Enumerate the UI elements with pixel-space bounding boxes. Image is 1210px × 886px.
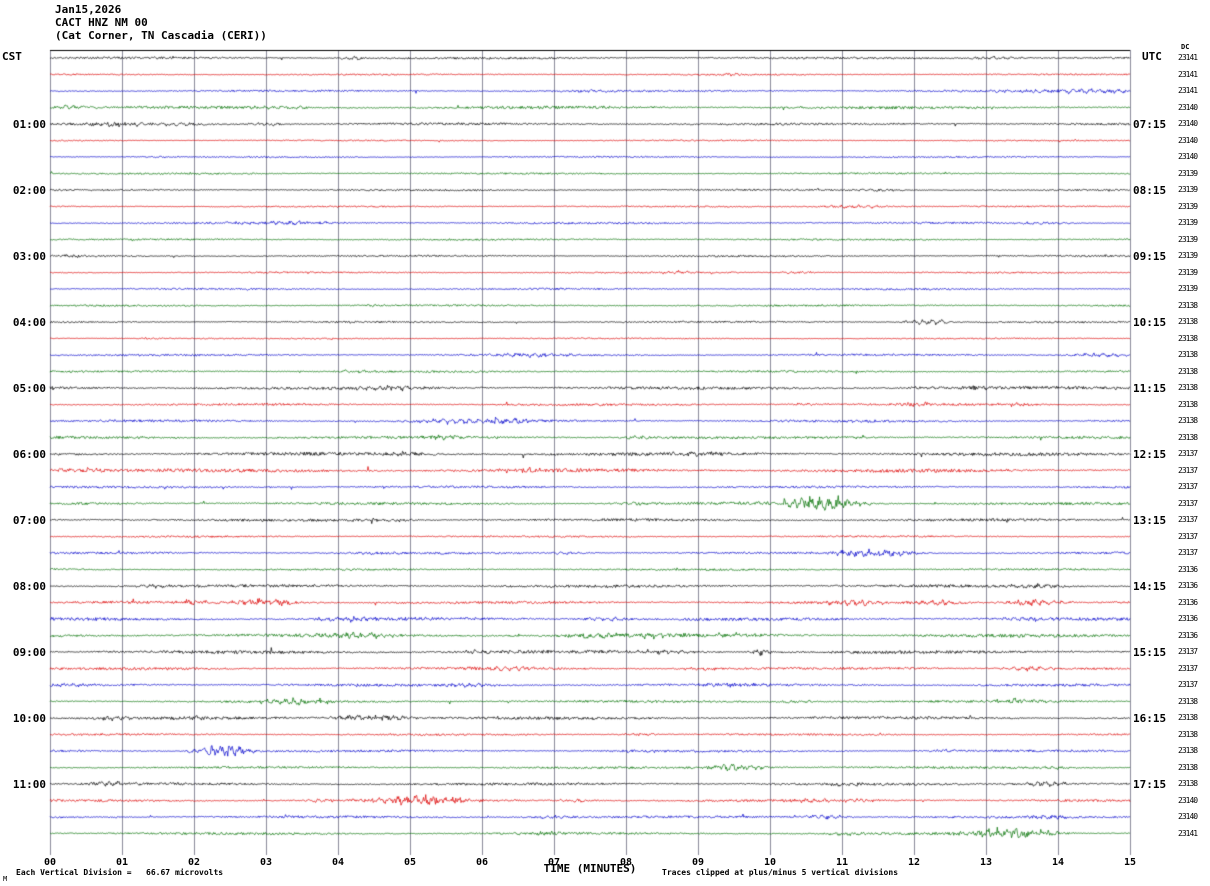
dc-offset-value: 23136 — [1178, 614, 1198, 623]
dc-offset-value: 23137 — [1178, 663, 1198, 673]
dc-offset-value: 23138 — [1178, 399, 1198, 409]
dc-offset-value: 23139 — [1178, 168, 1198, 178]
dc-offset-value: 23136 — [1178, 630, 1198, 640]
dc-offset-value: 23137 — [1178, 647, 1198, 656]
cst-hour-label: 09:00 — [12, 646, 46, 659]
x-axis-title: TIME (MINUTES) — [543, 862, 637, 875]
utc-axis-header: UTC — [1142, 50, 1162, 63]
dc-offset-value: 23141 — [1178, 86, 1198, 95]
dc-offset-value: 23139 — [1178, 218, 1198, 227]
dc-offset-value: 23141 — [1178, 53, 1198, 62]
cst-hour-label: 06:00 — [12, 448, 46, 461]
utc-hour-label: 10:15 — [1133, 316, 1167, 329]
dc-offset-value: 23138 — [1178, 713, 1198, 722]
dc-offset-value: 23138 — [1178, 366, 1198, 376]
dc-offset-value: 23137 — [1178, 498, 1198, 508]
dc-offset-value: 23137 — [1178, 515, 1198, 524]
title-date: Jan15,2026 — [55, 3, 122, 16]
utc-hour-label: 12:15 — [1133, 448, 1167, 461]
dc-offset-value: 23138 — [1178, 432, 1198, 442]
utc-hour-label: 13:15 — [1133, 514, 1167, 527]
x-tick-label: 05 — [403, 857, 417, 868]
cst-hour-label: 01:00 — [12, 118, 46, 131]
utc-hour-label: 16:15 — [1133, 712, 1167, 725]
x-tick-label: 03 — [259, 857, 273, 868]
dc-offset-value: 23136 — [1178, 597, 1198, 607]
dc-offset-value: 23137 — [1178, 449, 1198, 458]
dc-offset-value: 23139 — [1178, 201, 1198, 211]
dc-offset-value: 23139 — [1178, 185, 1198, 194]
x-tick-label: 14 — [1051, 857, 1065, 868]
dc-offset-value: 23140 — [1178, 152, 1198, 161]
x-tick-label: 11 — [835, 857, 849, 868]
utc-hour-label: 07:15 — [1133, 118, 1167, 131]
utc-hour-label: 17:15 — [1133, 778, 1167, 791]
x-tick-label: 01 — [115, 857, 129, 868]
corner-mark: M — [3, 875, 8, 883]
x-tick-label: 06 — [475, 857, 489, 868]
x-tick-label: 15 — [1123, 857, 1137, 868]
dc-axis-header: DC — [1181, 43, 1190, 51]
title-station: CACT HNZ NM 00 — [55, 16, 148, 29]
title-block: Jan15,2026 CACT HNZ NM 00 (Cat Corner, T… — [55, 3, 267, 42]
footer-clipping-note: Traces clipped at plus/minus 5 vertical … — [662, 868, 899, 877]
utc-hour-label: 14:15 — [1133, 580, 1167, 593]
dc-offset-value: 23136 — [1178, 564, 1198, 574]
x-tick-label: 10 — [763, 857, 777, 868]
dc-offset-value: 23138 — [1178, 779, 1198, 788]
x-tick-label: 02 — [187, 857, 201, 868]
dc-offset-value: 23141 — [1178, 69, 1198, 79]
dc-offset-value: 23140 — [1178, 795, 1198, 805]
x-tick-label: 09 — [691, 857, 705, 868]
dc-offset-value: 23139 — [1178, 251, 1198, 260]
cst-hour-label: 08:00 — [12, 580, 46, 593]
dc-offset-value: 23138 — [1178, 350, 1198, 359]
dc-offset-value: 23138 — [1178, 317, 1198, 326]
dc-offset-value: 23137 — [1178, 482, 1198, 491]
x-tick-label: 04 — [331, 857, 345, 868]
dc-offset-value: 23137 — [1178, 465, 1198, 475]
dc-offset-value: 23138 — [1178, 383, 1198, 392]
dc-offset-value: 23140 — [1178, 135, 1198, 145]
dc-offset-value: 23141 — [1178, 828, 1198, 838]
dc-offset-value: 23137 — [1178, 548, 1198, 557]
utc-hour-label: 11:15 — [1133, 382, 1167, 395]
utc-hour-label: 08:15 — [1133, 184, 1167, 197]
title-location: (Cat Corner, TN Cascadia (CERI)) — [55, 29, 267, 42]
cst-hour-label: 11:00 — [12, 778, 46, 791]
dc-offset-value: 23140 — [1178, 102, 1198, 112]
dc-offset-value: 23140 — [1178, 812, 1198, 821]
dc-offset-value: 23138 — [1178, 333, 1198, 343]
dc-offset-value: 23138 — [1178, 729, 1198, 739]
x-tick-label: 13 — [979, 857, 993, 868]
footer-vertical-division-note: Each Vertical Division = 66.67 microvolt… — [16, 868, 224, 877]
x-tick-label: 12 — [907, 857, 921, 868]
x-tick-label: 00 — [43, 857, 57, 868]
utc-hour-label: 09:15 — [1133, 250, 1167, 263]
dc-offset-value: 23138 — [1178, 416, 1198, 425]
dc-offset-value: 23136 — [1178, 581, 1198, 590]
dc-offset-value: 23140 — [1178, 119, 1198, 128]
cst-axis-header: CST — [2, 50, 22, 63]
cst-hour-label: 03:00 — [12, 250, 46, 263]
dc-offset-value: 23137 — [1178, 680, 1198, 689]
cst-hour-label: 07:00 — [12, 514, 46, 527]
utc-hour-label: 15:15 — [1133, 646, 1167, 659]
dc-offset-value: 23139 — [1178, 267, 1198, 277]
dc-offset-value: 23138 — [1178, 300, 1198, 310]
cst-hour-label: 04:00 — [12, 316, 46, 329]
cst-hour-label: 02:00 — [12, 184, 46, 197]
dc-offset-value: 23138 — [1178, 696, 1198, 706]
cst-hour-label: 05:00 — [12, 382, 46, 395]
dc-offset-value: 23138 — [1178, 746, 1198, 755]
dc-offset-value: 23138 — [1178, 762, 1198, 772]
dc-offset-value: 23139 — [1178, 234, 1198, 244]
dc-offset-value: 23139 — [1178, 284, 1198, 293]
cst-hour-label: 10:00 — [12, 712, 46, 725]
x-tick-label: 07 — [547, 857, 561, 868]
dc-offset-value: 23137 — [1178, 531, 1198, 541]
x-tick-label: 08 — [619, 857, 633, 868]
